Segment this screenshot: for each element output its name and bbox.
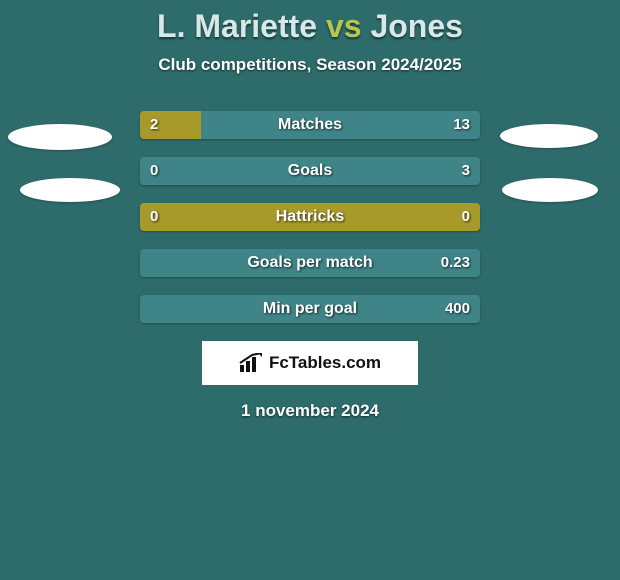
stat-label: Hattricks xyxy=(140,203,480,231)
stat-label: Goals xyxy=(140,157,480,185)
stat-label: Goals per match xyxy=(140,249,480,277)
player-badge-left xyxy=(8,124,112,150)
comparison-infographic: L. Mariette vs Jones Club competitions, … xyxy=(0,0,620,580)
stat-right-value: 400 xyxy=(445,295,470,323)
stat-right-value: 13 xyxy=(453,111,470,139)
stat-left-value: 0 xyxy=(150,203,158,231)
stat-right-value: 0 xyxy=(462,203,470,231)
stat-right-value: 0.23 xyxy=(441,249,470,277)
stat-row: Hattricks0 0 xyxy=(140,203,480,231)
stat-left-value: 2 xyxy=(150,111,158,139)
player-badge-right xyxy=(500,124,598,148)
stat-row: Goals0 3 xyxy=(140,157,480,185)
player1-name: L. Mariette xyxy=(157,8,317,44)
brand-logo: FcTables.com xyxy=(202,341,418,385)
player-badge-left xyxy=(20,178,120,202)
subtitle: Club competitions, Season 2024/2025 xyxy=(0,55,620,75)
stat-label: Matches xyxy=(140,111,480,139)
brand-name: FcTables.com xyxy=(269,353,381,373)
player-badge-right xyxy=(502,178,598,202)
chart-icon xyxy=(239,353,263,373)
stat-left-value: 0 xyxy=(150,157,158,185)
page-title: L. Mariette vs Jones xyxy=(0,0,620,45)
stat-right-value: 3 xyxy=(462,157,470,185)
date-text: 1 november 2024 xyxy=(0,401,620,421)
stat-row: Goals per match0.23 xyxy=(140,249,480,277)
stat-label: Min per goal xyxy=(140,295,480,323)
vs-text: vs xyxy=(326,8,362,44)
stat-row: Matches2 13 xyxy=(140,111,480,139)
player2-name: Jones xyxy=(370,8,462,44)
stat-row: Min per goal400 xyxy=(140,295,480,323)
